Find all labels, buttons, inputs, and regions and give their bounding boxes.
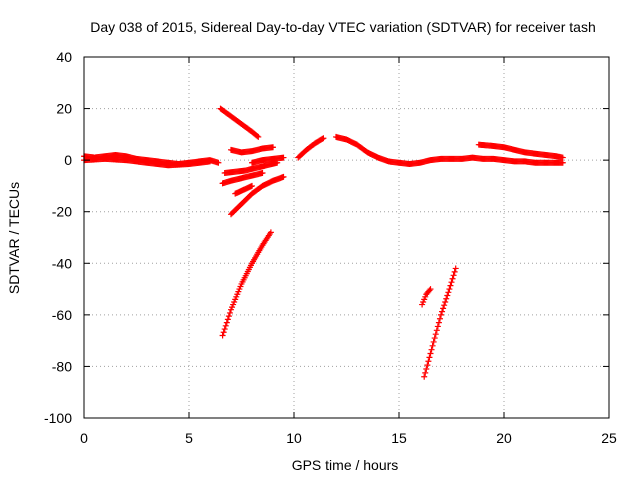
data-series [295,135,327,161]
x-tick-label: 15 [391,430,407,446]
data-point [451,268,458,275]
data-point [267,229,274,236]
data-point [438,311,444,318]
chart-title: Day 038 of 2015, Sidereal Day-to-day VTE… [90,19,596,35]
data-point [559,159,566,166]
data-point [429,342,436,349]
x-tick-label: 5 [185,430,193,446]
data-point [440,305,447,312]
data-series [219,170,266,187]
data-point [280,173,287,180]
data-point [427,286,434,293]
y-tick-label: -40 [52,255,72,271]
data-point [427,350,434,357]
y-tick-label: -20 [52,204,72,220]
y-tick-label: -60 [52,307,72,323]
y-tick-label: 0 [64,152,72,168]
data-point [426,287,433,294]
data-point [450,272,457,279]
data-series [221,159,281,177]
data-point [254,133,261,140]
data-point [425,358,432,365]
data-point [320,135,327,142]
data-series [217,105,262,140]
data-point [225,313,232,320]
data-point [435,319,442,326]
data-point [431,335,438,342]
x-tick-label: 0 [80,430,88,446]
data-points [81,105,566,380]
data-point [432,331,439,338]
data-point [215,159,222,166]
x-axis-label: GPS time / hours [292,457,399,473]
data-point [423,366,430,373]
data-point [319,135,326,142]
plot-frame [83,56,610,419]
data-point [255,133,262,140]
data-point [434,323,441,330]
data-point [559,154,566,161]
y-axis-label: SDTVAR / TECUs [6,182,22,294]
x-tick-labels: 0 5 10 15 20 25 [80,430,617,446]
data-point [221,326,228,333]
data-series [421,265,459,380]
data-point [426,354,433,361]
axis-ticks [83,56,610,419]
data-series [475,141,566,161]
data-point [226,309,233,316]
data-point [452,265,459,272]
data-series [333,133,566,168]
data-point [223,319,230,326]
data-series [249,154,287,166]
data-point [444,292,451,299]
data-point [443,295,450,302]
data-point [448,279,455,286]
data-point [424,362,431,369]
data-point [446,286,453,293]
data-point [421,373,428,380]
y-tick-label: 40 [56,49,72,65]
data-point [439,308,446,315]
data-point [445,289,452,296]
data-point [436,315,443,322]
data-point [259,170,266,177]
data-point [441,302,448,309]
data-point [433,327,440,334]
y-tick-labels: -100 -80 -60 -40 -20 0 20 40 [44,49,72,426]
data-point [220,329,227,336]
data-point [449,275,456,282]
grid [84,57,609,418]
data-point [447,282,454,289]
data-point [442,298,449,305]
data-point [222,322,229,329]
data-series [81,155,213,169]
data-point [428,346,435,353]
data-series [228,144,276,156]
data-series [219,229,274,339]
y-tick-label: 20 [56,101,72,117]
data-point [219,332,226,339]
y-tick-label: -100 [44,410,72,426]
data-series [419,286,434,308]
data-series [228,173,287,218]
x-tick-label: 25 [601,430,617,446]
data-point [422,369,429,376]
data-point [270,144,276,151]
x-tick-label: 10 [286,430,302,446]
data-point [430,338,437,345]
x-tick-label: 20 [496,430,512,446]
data-series [232,182,255,197]
data-point [280,154,287,161]
data-point [249,182,255,189]
data-point [207,158,213,165]
data-point [224,316,231,323]
y-tick-label: -80 [52,358,72,374]
